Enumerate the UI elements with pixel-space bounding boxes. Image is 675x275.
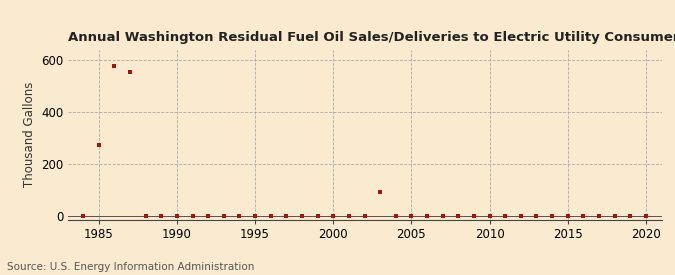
Point: [375, 190, 385, 194]
Point: [359, 214, 370, 218]
Y-axis label: Thousand Gallons: Thousand Gallons: [22, 82, 36, 188]
Point: [453, 214, 464, 218]
Point: [406, 214, 416, 218]
Point: [202, 214, 213, 218]
Point: [531, 214, 542, 218]
Point: [187, 214, 198, 218]
Point: [422, 214, 433, 218]
Point: [578, 214, 589, 218]
Text: Source: U.S. Energy Information Administration: Source: U.S. Energy Information Administ…: [7, 262, 254, 272]
Point: [78, 214, 88, 218]
Point: [171, 214, 182, 218]
Point: [625, 214, 636, 218]
Point: [593, 214, 604, 218]
Point: [562, 214, 573, 218]
Point: [437, 214, 448, 218]
Point: [156, 214, 167, 218]
Point: [219, 214, 230, 218]
Point: [93, 142, 104, 147]
Point: [265, 214, 276, 218]
Point: [344, 214, 354, 218]
Point: [140, 214, 151, 218]
Point: [125, 69, 136, 74]
Text: Annual Washington Residual Fuel Oil Sales/Deliveries to Electric Utility Consume: Annual Washington Residual Fuel Oil Sale…: [68, 31, 675, 44]
Point: [250, 214, 261, 218]
Point: [109, 64, 119, 68]
Point: [516, 214, 526, 218]
Point: [328, 214, 339, 218]
Point: [468, 214, 479, 218]
Point: [500, 214, 510, 218]
Point: [390, 214, 401, 218]
Point: [234, 214, 245, 218]
Point: [641, 214, 651, 218]
Point: [313, 214, 323, 218]
Point: [281, 214, 292, 218]
Point: [296, 214, 307, 218]
Point: [547, 214, 558, 218]
Point: [610, 214, 620, 218]
Point: [484, 214, 495, 218]
